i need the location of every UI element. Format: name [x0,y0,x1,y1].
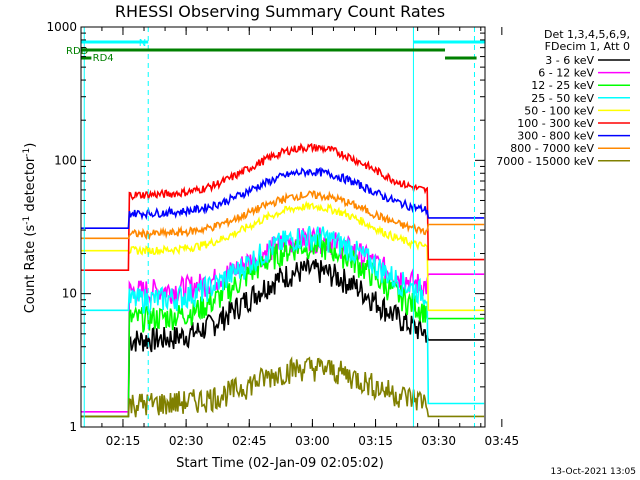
legend-entry-label: 25 - 50 keV [531,92,594,105]
legend-entry-label: 7000 - 15000 keV [496,155,594,168]
y-tick-label: 1 [69,420,77,434]
x-axis-label: Start Time (02-Jan-09 02:05:02) [176,456,384,471]
x-tick-label: 03:45 [485,434,520,448]
legend-entry-label: 800 - 7000 keV [510,142,594,155]
series-line-2 [81,232,485,418]
legend-entry-label: 100 - 300 keV [517,117,594,130]
x-tick-label: 02:45 [232,434,267,448]
legend-entry-label: 50 - 100 keV [524,104,594,117]
status-bar-label-rd4: RD4 [93,53,114,64]
x-axis: 02:15 02:30 02:45 03:00 03:15 03:30 03:45 [101,27,520,448]
legend-entry-label: 300 - 800 keV [517,130,594,143]
series-line-5 [81,142,485,271]
legend: Det 1,3,4,5,6,9, FDecim 1, Att 0 3 - 6 k… [496,28,630,168]
legend-entry-label: 12 - 25 keV [531,79,594,92]
legend-entry-label: 6 - 12 keV [538,67,594,80]
series-line-8 [81,356,485,418]
x-tick-label: 03:30 [421,434,456,448]
y-tick-label: 1000 [46,20,77,34]
series-line-0 [81,256,485,418]
y-axis-label: Count Rate (s-1 detector-1) [22,143,38,314]
status-bar-label-n: N [139,38,146,49]
chart-title: RHESSI Observing Summary Count Rates [115,2,445,21]
legend-header-line-2: FDecim 1, Att 0 [545,40,630,53]
status-bar-label-rdd: RDD [66,46,89,57]
y-tick-label: 100 [54,153,77,167]
y-tick-label: 10 [62,287,77,301]
y-axis: 1 10 100 1000 [46,20,485,434]
x-tick-label: 03:15 [358,434,393,448]
timestamp: 13-Oct-2021 13:05 [551,467,636,477]
plot-area: N RDD RD4 [66,27,485,427]
legend-header-line-1: Det 1,3,4,5,6,9, [544,28,630,41]
legend-entry-label: 3 - 6 keV [545,54,594,67]
plot-frame [80,26,486,428]
x-tick-label: 02:15 [106,434,141,448]
x-tick-label: 02:30 [169,434,204,448]
x-tick-label: 03:00 [295,434,330,448]
series-line-7 [81,190,485,241]
